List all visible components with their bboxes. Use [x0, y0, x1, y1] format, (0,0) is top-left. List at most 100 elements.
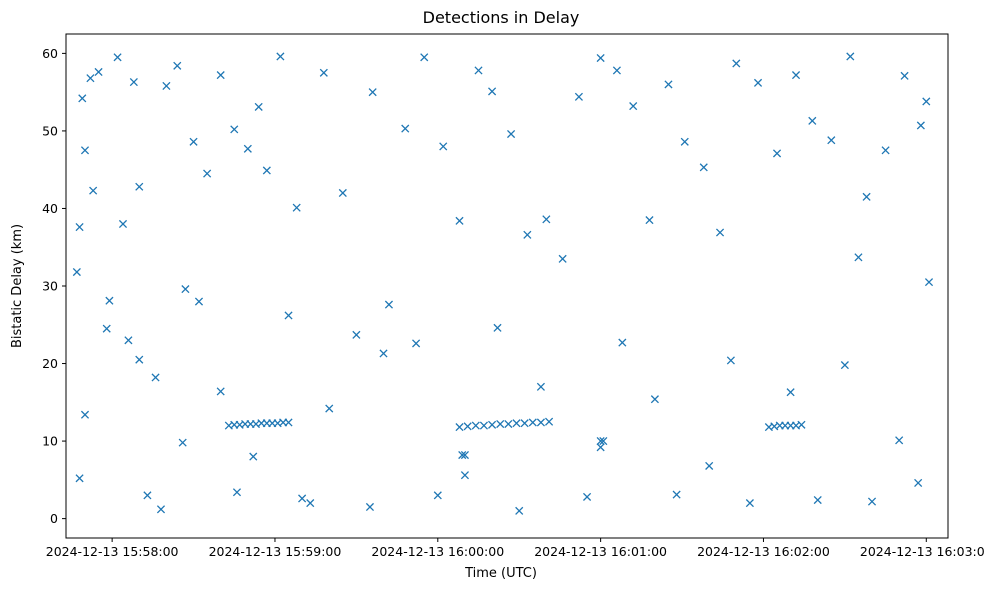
data-point	[460, 450, 469, 460]
y-tick-label: 0	[50, 511, 58, 526]
data-point	[854, 253, 863, 262]
data-point	[151, 373, 160, 382]
data-point	[284, 311, 293, 320]
data-point	[808, 116, 817, 125]
data-point	[895, 436, 904, 445]
data-point	[352, 330, 361, 339]
data-points	[72, 52, 934, 515]
y-axis-label: Bistatic Delay (km)	[10, 224, 25, 348]
data-point	[249, 452, 258, 461]
data-point	[840, 361, 849, 370]
data-point	[664, 80, 673, 89]
data-point	[715, 228, 725, 237]
data-point	[254, 102, 263, 111]
data-point	[463, 422, 472, 431]
data-point	[135, 182, 144, 191]
data-point	[732, 59, 741, 68]
data-point	[412, 339, 421, 348]
x-axis: 2024-12-13 15:58:00 2024-12-13 15:59:00 20…	[46, 538, 984, 559]
data-point	[276, 52, 285, 61]
data-point	[599, 437, 608, 446]
data-point	[113, 53, 122, 62]
data-point	[493, 323, 502, 332]
data-point	[629, 102, 638, 111]
data-point	[881, 146, 890, 155]
data-point	[284, 418, 293, 427]
x-tick-label: 2024-12-13 16:00:00	[371, 544, 504, 559]
data-point	[94, 67, 103, 77]
y-tick-label: 30	[42, 279, 58, 294]
data-point	[612, 66, 621, 75]
data-point	[504, 419, 513, 429]
data-point	[243, 144, 252, 153]
data-point	[536, 382, 545, 391]
data-point	[650, 395, 659, 404]
data-point	[479, 421, 488, 430]
data-point	[80, 146, 90, 155]
chart-title: Detections in Delay	[423, 8, 580, 27]
data-point	[262, 166, 271, 175]
data-point	[129, 78, 138, 87]
data-point	[699, 163, 708, 172]
plot-frame	[65, 33, 949, 539]
data-point	[216, 71, 225, 80]
data-point	[596, 443, 605, 452]
data-point	[460, 471, 469, 480]
y-tick-label: 40	[42, 201, 58, 216]
x-tick-label: 2024-12-13 16:01:00	[534, 544, 667, 559]
data-point	[203, 169, 212, 178]
data-point	[924, 278, 934, 287]
data-point	[379, 349, 388, 358]
data-point	[672, 490, 681, 499]
data-point	[791, 71, 801, 80]
data-point	[78, 94, 87, 103]
data-point	[512, 419, 521, 428]
data-point	[488, 87, 497, 96]
data-point	[753, 78, 763, 87]
data-point	[156, 505, 166, 514]
data-point	[745, 499, 754, 508]
data-point	[181, 285, 190, 294]
data-point	[401, 124, 410, 133]
data-point	[545, 417, 554, 426]
data-point	[862, 192, 871, 201]
data-point	[507, 129, 516, 139]
data-point	[520, 419, 529, 428]
data-point	[292, 203, 301, 212]
data-point	[455, 216, 464, 225]
data-point	[105, 296, 114, 305]
plot-area	[65, 33, 949, 539]
data-point	[368, 88, 377, 97]
data-point	[471, 421, 480, 430]
y-tick-label: 50	[42, 123, 58, 138]
data-point	[558, 254, 567, 263]
x-tick-label: 2024-12-13 15:58:00	[46, 544, 179, 559]
y-tick-label: 60	[42, 46, 58, 61]
data-point	[786, 388, 795, 397]
data-point	[772, 149, 782, 158]
data-point	[178, 438, 187, 447]
data-point	[488, 420, 497, 429]
x-tick-label: 2024-12-13 15:59:00	[209, 544, 342, 559]
data-point	[216, 387, 225, 396]
data-point	[680, 137, 689, 146]
x-axis-label: Time (UTC)	[464, 566, 537, 581]
data-point	[420, 53, 429, 62]
data-point	[596, 53, 605, 63]
y-tick-label: 20	[42, 356, 58, 371]
data-point	[582, 492, 592, 501]
data-point	[846, 52, 855, 61]
data-point	[75, 474, 84, 483]
data-point	[867, 497, 877, 506]
data-point	[319, 68, 328, 77]
data-point	[726, 356, 735, 365]
data-point	[80, 410, 90, 419]
data-point	[86, 74, 95, 83]
data-point	[645, 216, 654, 225]
data-point	[189, 137, 198, 146]
data-point	[914, 478, 923, 488]
data-point	[474, 66, 483, 75]
data-point	[325, 404, 334, 413]
data-point	[72, 267, 81, 277]
